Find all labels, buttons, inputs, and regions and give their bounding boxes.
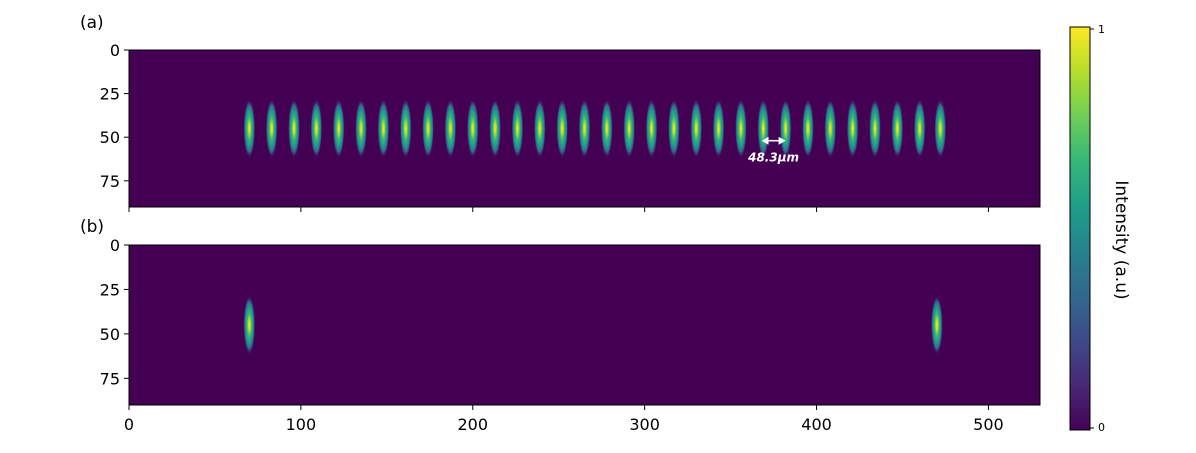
intensity-spot <box>578 98 591 159</box>
intensity-spot <box>332 98 345 159</box>
spacing-annotation: 48.3μm <box>747 136 799 165</box>
intensity-spot <box>623 98 636 159</box>
spacing-arrow-head-left <box>761 136 769 145</box>
x-axis-a-ticks <box>128 207 989 212</box>
intensity-spot <box>868 98 881 159</box>
y-tick-label: 75 <box>100 369 120 388</box>
y-axis-b: 0 25 50 75 <box>100 236 129 388</box>
intensity-spot <box>846 98 859 159</box>
y-axis-a: 0 25 50 75 <box>100 41 129 191</box>
intensity-spot <box>355 98 368 159</box>
colorbar-gradient <box>1070 27 1090 430</box>
colorbar-max-label: 1 <box>1098 23 1105 36</box>
intensity-spot <box>288 98 301 159</box>
intensity-spot <box>779 98 792 159</box>
intensity-spot <box>934 98 947 159</box>
colorbar-frame <box>1069 26 1091 431</box>
y-tick-label: 50 <box>100 325 120 344</box>
intensity-spot <box>466 98 479 159</box>
x-tick-label: 0 <box>124 415 134 434</box>
panel-label-b: (b) <box>80 217 104 237</box>
intensity-spot <box>930 295 943 355</box>
intensity-spot <box>265 98 278 159</box>
intensity-spot <box>243 295 256 355</box>
y-tick-label: 25 <box>100 85 120 104</box>
heatmap-a-frame <box>128 49 1041 208</box>
y-tick-label: 0 <box>110 41 120 60</box>
intensity-spot <box>891 98 904 159</box>
intensity-spot <box>422 98 435 159</box>
intensity-spot <box>377 98 390 159</box>
spacing-label: 48.3μm <box>747 151 799 165</box>
intensity-spot <box>645 98 658 159</box>
intensity-spot <box>801 98 814 159</box>
panel-a: 48.3μm 0 25 50 75 (a) <box>80 13 1041 212</box>
intensity-spot <box>913 98 926 159</box>
heatmap-b-background <box>129 245 1040 405</box>
y-tick-label: 75 <box>100 172 120 191</box>
intensity-spot <box>712 98 725 159</box>
heatmap-a-spots <box>243 98 947 159</box>
intensity-spot <box>399 98 412 159</box>
panel-b: 0 25 50 75 0 100 200 300 400 500 (b) <box>80 217 1041 434</box>
intensity-spot <box>533 98 546 159</box>
x-tick-label: 200 <box>458 415 489 434</box>
intensity-spot <box>667 98 680 159</box>
heatmap-b-frame <box>128 244 1041 406</box>
colorbar: 1 0 Intensity (a.u) <box>1069 23 1131 434</box>
x-tick-label: 100 <box>286 415 317 434</box>
y-tick-label: 50 <box>100 128 120 147</box>
heatmap-b-spots <box>243 295 943 355</box>
intensity-spot <box>310 98 323 159</box>
y-tick-label: 25 <box>100 280 120 299</box>
colorbar-label: Intensity (a.u) <box>1111 180 1131 299</box>
intensity-spot <box>489 98 502 159</box>
intensity-spot <box>243 98 256 159</box>
x-tick-label: 500 <box>973 415 1004 434</box>
spacing-arrow-head-right <box>778 136 786 145</box>
intensity-spot <box>757 98 770 159</box>
x-tick-label: 400 <box>801 415 832 434</box>
x-axis-b: 0 100 200 300 400 500 <box>124 405 1004 434</box>
x-tick-label: 300 <box>629 415 660 434</box>
intensity-spot <box>511 98 524 159</box>
intensity-spot <box>444 98 457 159</box>
y-tick-label: 0 <box>110 236 120 255</box>
intensity-spot <box>556 98 569 159</box>
intensity-spot <box>824 98 837 159</box>
intensity-spot <box>600 98 613 159</box>
intensity-spot <box>690 98 703 159</box>
colorbar-min-label: 0 <box>1098 421 1105 434</box>
intensity-spot <box>734 98 747 159</box>
panel-label-a: (a) <box>80 13 104 33</box>
